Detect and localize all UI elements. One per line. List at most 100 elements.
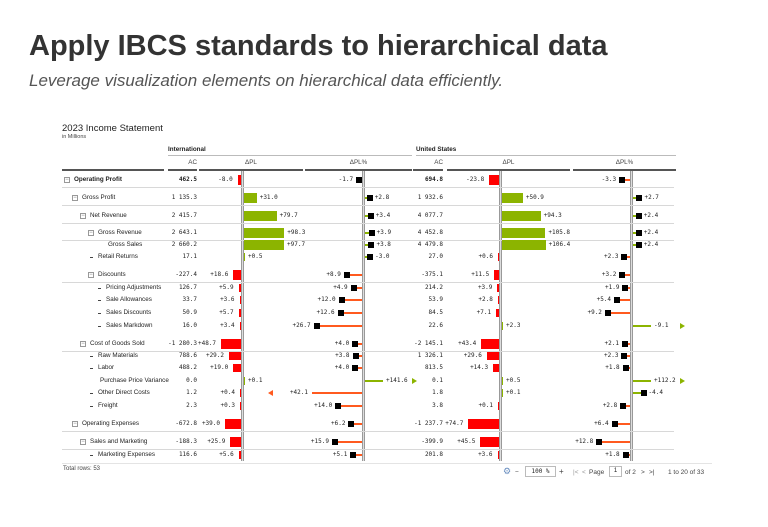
- collapse-icon[interactable]: −: [80, 439, 86, 445]
- ac-value: -227.4: [175, 271, 197, 278]
- column-header-delta-pl-pct[interactable]: ΔPL%: [349, 159, 368, 166]
- column-header-delta-pl[interactable]: ΔPL: [502, 159, 515, 166]
- ac-value: 27.0: [428, 253, 443, 260]
- zoom-out-button[interactable]: −: [515, 469, 519, 476]
- pin-line: [316, 325, 362, 327]
- pin-head: [368, 230, 375, 236]
- delta-pl-bar: [502, 377, 503, 385]
- delta-pl-label: +0.1: [478, 402, 493, 409]
- column-header-delta-pl-pct[interactable]: ΔPL%: [615, 159, 634, 166]
- row-label[interactable]: Retail Returns: [98, 253, 138, 260]
- row-label[interactable]: Cost of Goods Sold: [90, 340, 145, 347]
- column-header-ac[interactable]: AC: [434, 159, 443, 166]
- page-input[interactable]: 1: [609, 466, 622, 477]
- delta-pl-bar: [244, 193, 257, 203]
- collapse-icon[interactable]: −: [72, 421, 78, 427]
- pin-head: [611, 421, 618, 427]
- delta-pl-label: +18.6: [210, 271, 229, 278]
- delta-pl-label: +14.3: [470, 364, 489, 371]
- gear-icon[interactable]: ⚙: [503, 466, 512, 476]
- row-label[interactable]: Operating Expenses: [82, 420, 140, 427]
- row-label[interactable]: Other Direct Costs: [98, 389, 150, 396]
- pin-head: [621, 341, 628, 347]
- pin-head: [368, 242, 375, 248]
- collapse-icon[interactable]: −: [72, 195, 78, 201]
- delta-pl-pct-axis: [362, 171, 365, 461]
- ac-value: 33.7: [182, 296, 197, 303]
- delta-pl-bar: [244, 211, 277, 221]
- delta-pl-bar: [221, 339, 241, 349]
- zoom-input[interactable]: 100 %: [525, 466, 556, 477]
- delta-pl-label: +2.3: [506, 322, 521, 329]
- pl-header-rule: [199, 169, 303, 171]
- delta-pl-pct-label: +3.2: [601, 271, 617, 278]
- row-label[interactable]: Gross Revenue: [98, 229, 142, 236]
- row-label[interactable]: Gross Profit: [82, 194, 116, 201]
- pin-head: [335, 403, 342, 409]
- pin-head: [366, 195, 373, 201]
- pin-line: [346, 274, 362, 276]
- collapse-icon[interactable]: −: [88, 272, 94, 278]
- delta-pl-bar: [502, 211, 541, 221]
- row-label[interactable]: Net Revenue: [90, 212, 127, 219]
- row-label[interactable]: Sale Allowances: [106, 296, 152, 303]
- delta-pl-label: +0.1: [248, 377, 263, 384]
- prev-page-button[interactable]: <: [582, 469, 586, 476]
- row-label[interactable]: Sales Discounts: [106, 309, 152, 316]
- ac-value: 214.2: [424, 284, 443, 291]
- collapse-icon[interactable]: −: [80, 213, 86, 219]
- pin-head: [313, 323, 320, 329]
- ac-value: 462.5: [178, 176, 197, 183]
- arrow-right-icon: [412, 378, 417, 384]
- delta-pl-bar: [239, 296, 241, 304]
- row-label[interactable]: Sales Markdown: [106, 322, 153, 329]
- page-subtitle: Leverage visualization elements on hiera…: [29, 71, 504, 90]
- pin-line: [341, 299, 362, 301]
- delta-pl-bar: [486, 352, 499, 360]
- pin-head: [352, 341, 359, 347]
- last-page-button[interactable]: >|: [649, 469, 655, 476]
- ac-value: -375.1: [421, 271, 443, 278]
- delta-pl-pct-label: +12.0: [317, 296, 336, 303]
- pin-line: [340, 312, 362, 314]
- row-label[interactable]: Labor: [98, 364, 115, 371]
- first-page-button[interactable]: |<: [573, 469, 579, 476]
- pin-head: [620, 403, 627, 409]
- row-label[interactable]: Freight: [98, 402, 118, 409]
- pin-line: [623, 405, 630, 407]
- delta-pl-bar: [481, 339, 499, 349]
- pin-head: [331, 439, 338, 445]
- bullet-dash-icon: [90, 406, 93, 407]
- row-separator: [62, 431, 674, 432]
- next-page-button[interactable]: >: [641, 469, 645, 476]
- row-label[interactable]: Operating Profit: [74, 176, 122, 183]
- pin-line: [353, 287, 362, 289]
- row-label[interactable]: Discounts: [98, 271, 126, 278]
- bullet-dash-icon: [90, 455, 93, 456]
- delta-pl-bar: [502, 228, 546, 238]
- zoom-in-button[interactable]: +: [559, 467, 564, 476]
- delta-pl-label: +74.7: [445, 420, 464, 427]
- pin-line: [617, 299, 630, 301]
- row-separator: [62, 205, 674, 206]
- ac-value: 813.5: [424, 364, 443, 371]
- collapse-icon[interactable]: −: [64, 177, 70, 183]
- delta-pl-label: +3.6: [478, 451, 493, 458]
- ac-value: 2.3: [186, 402, 197, 409]
- delta-pl-pct-label: +2.7: [644, 194, 659, 201]
- pin-line: [633, 197, 640, 199]
- delta-pl-pct-label: +42.1: [289, 389, 308, 396]
- row-label[interactable]: Pricing Adjustments: [106, 284, 162, 291]
- ac-value: 1 135.3: [171, 194, 197, 201]
- pin-head: [337, 310, 344, 316]
- pin-head: [350, 285, 357, 291]
- delta-pl-bar: [239, 322, 241, 330]
- row-label[interactable]: Marketing Expenses: [98, 451, 156, 458]
- column-header-delta-pl[interactable]: ΔPL: [245, 159, 257, 166]
- collapse-icon[interactable]: −: [88, 230, 94, 236]
- collapse-icon[interactable]: −: [80, 341, 86, 347]
- ac-value: 2 643.1: [171, 229, 197, 236]
- column-header-ac[interactable]: AC: [188, 159, 197, 166]
- row-label[interactable]: Sales and Marketing: [90, 438, 148, 445]
- row-label[interactable]: Raw Materials: [98, 352, 138, 359]
